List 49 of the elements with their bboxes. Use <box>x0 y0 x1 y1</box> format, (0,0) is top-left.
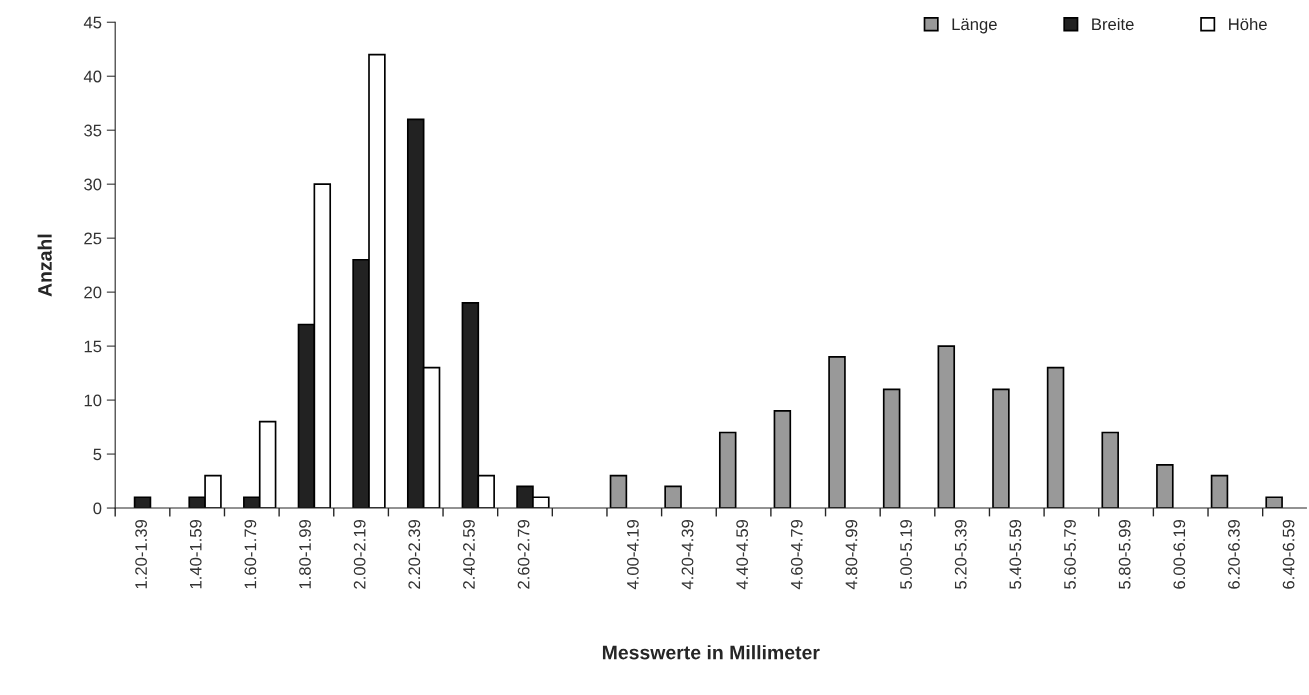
x-tick-label: 5.80-5.99 <box>1118 519 1131 589</box>
x-tick-label: 1.40-1.59 <box>189 519 202 589</box>
x-tick-label: 5.60-5.79 <box>1064 519 1076 589</box>
x-tick-label: 1.80-1.99 <box>299 519 311 589</box>
x-axis-title: Messwerte in Millimeter <box>602 645 820 660</box>
bar <box>828 356 846 509</box>
x-tick-label: 1.20-1.39 <box>135 519 147 589</box>
x-tick-label: 6.00-6.19 <box>1173 519 1186 589</box>
x-tick-label: 2.60-2.79 <box>517 519 530 589</box>
y-tick-label: 5 <box>93 448 102 461</box>
legend-label: Länge <box>952 18 997 34</box>
x-tick-label: 2.20-2.39 <box>408 519 421 589</box>
x-tick-label: 4.00-4.19 <box>626 519 639 590</box>
bar <box>1046 366 1065 509</box>
y-tick-label: 30 <box>84 178 102 191</box>
y-tick-label: 20 <box>84 286 102 299</box>
y-tick-label: 25 <box>84 232 102 245</box>
x-tick-label: 5.40-5.59 <box>1009 519 1022 589</box>
bar <box>609 474 628 509</box>
x-tick-label: 6.20-6.39 <box>1228 519 1240 589</box>
x-tick-label: 4.60-4.79 <box>790 519 803 590</box>
x-tick-label: 2.40-2.59 <box>463 519 475 589</box>
y-tick-label: 10 <box>84 394 102 407</box>
bar <box>882 388 901 509</box>
y-tick-label: 45 <box>83 16 102 29</box>
y-axis-title: Anzahl <box>37 234 52 297</box>
bar <box>1265 496 1283 509</box>
bar <box>1210 474 1229 509</box>
bar <box>1156 464 1174 509</box>
bar <box>718 431 737 509</box>
x-tick-label: 4.80-4.99 <box>845 519 858 590</box>
x-tick-label: 5.00-5.19 <box>900 519 912 589</box>
x-tick-label: 4.20-4.39 <box>681 519 694 590</box>
x-tick-label: 1.60-1.79 <box>244 519 257 589</box>
x-tick-label: 2.00-2.19 <box>353 519 366 589</box>
y-tick-label: 40 <box>83 70 102 83</box>
bar <box>1101 431 1119 509</box>
bar <box>773 410 792 509</box>
bar <box>992 388 1010 509</box>
legend-label: Breite <box>1092 17 1134 31</box>
y-tick-label: 15 <box>84 340 102 353</box>
x-tick-label: 6.40-6.59 <box>1282 519 1295 589</box>
x-tick-label: 5.20-5.39 <box>954 519 967 589</box>
legend-label: Höhe <box>1229 17 1267 31</box>
y-tick-label: 0 <box>93 502 102 515</box>
bar <box>937 345 956 509</box>
y-tick-label: 35 <box>84 124 102 137</box>
bar <box>664 485 682 509</box>
x-tick-label: 4.40-4.59 <box>736 519 749 590</box>
